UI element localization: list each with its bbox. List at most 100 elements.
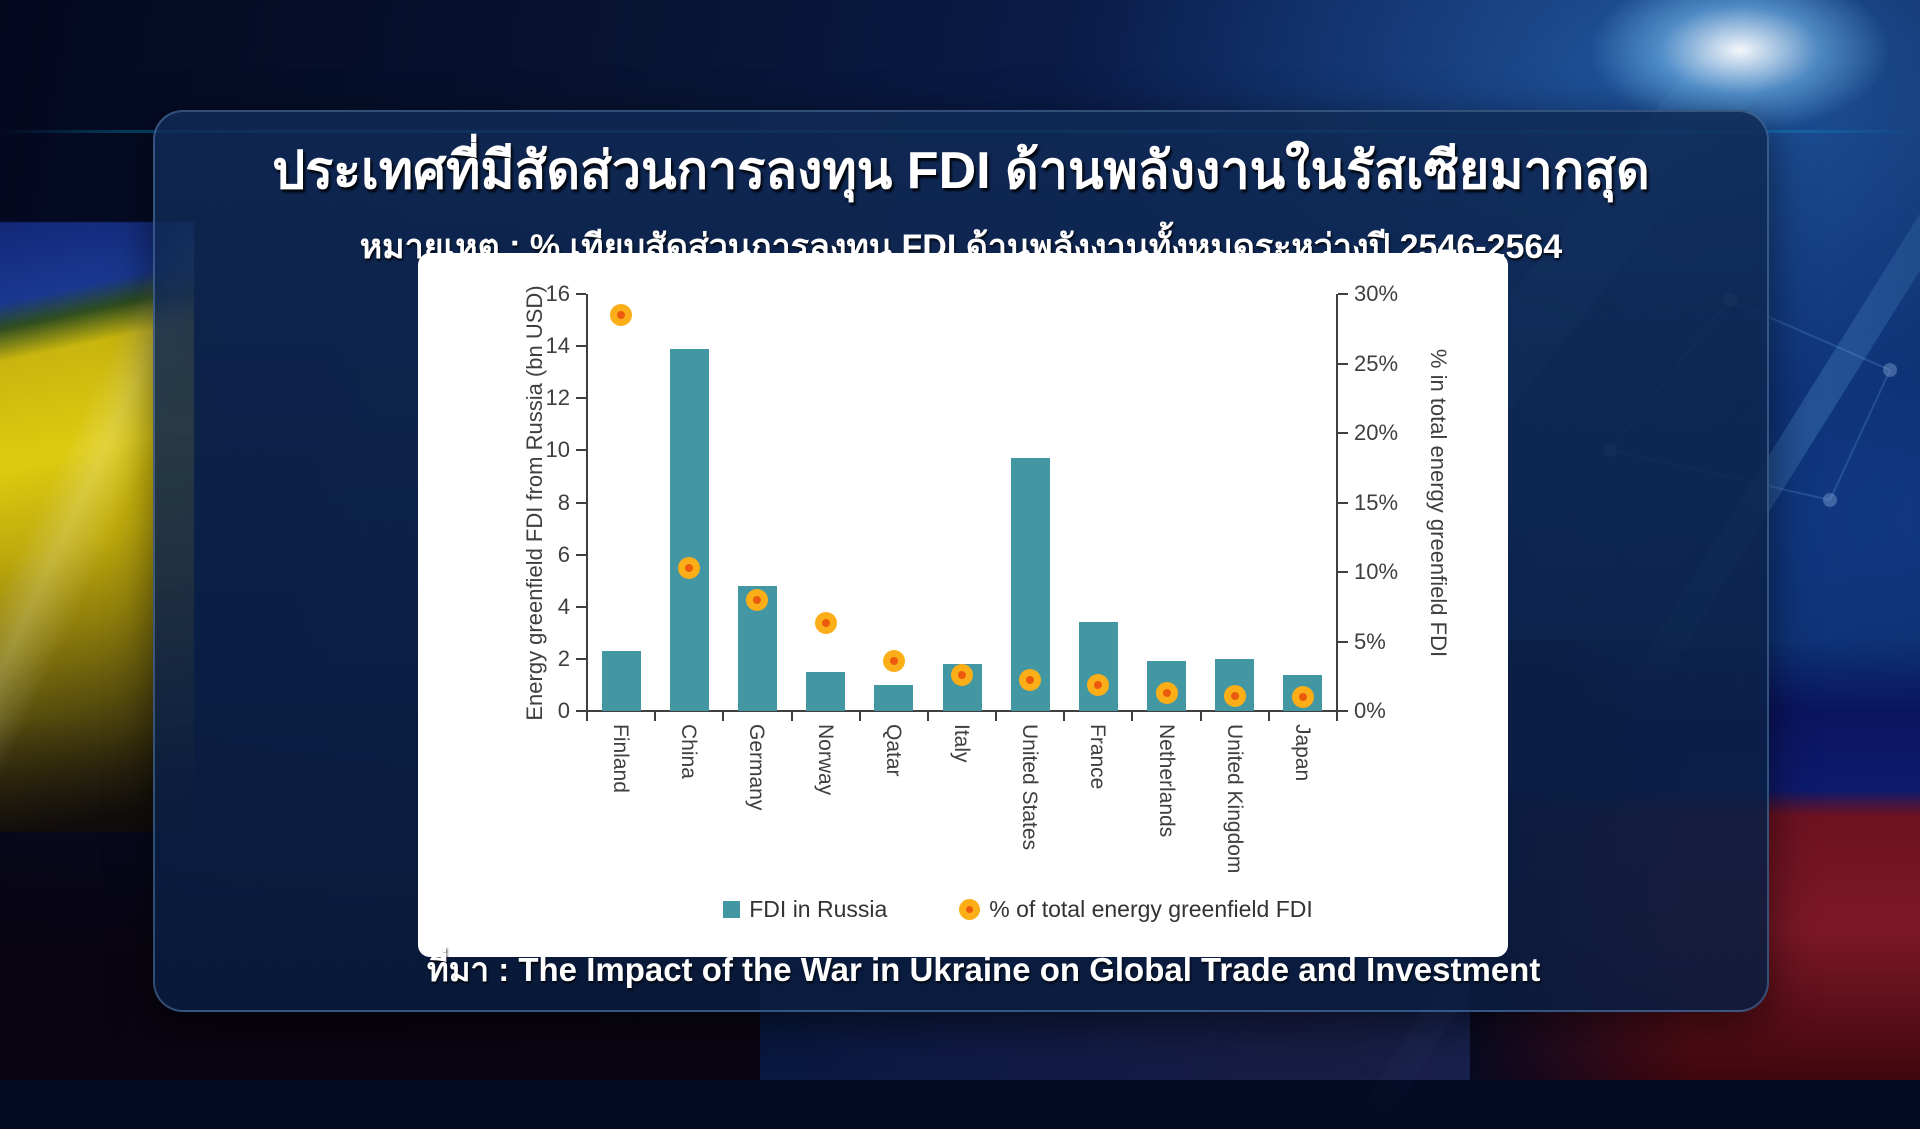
bar-united-states — [1010, 458, 1050, 711]
right-axis-tick — [1338, 571, 1348, 573]
right-axis-tick-label: 25% — [1354, 350, 1399, 376]
dot-center — [753, 595, 762, 604]
dot-qatar — [882, 649, 905, 672]
dot-center — [1298, 693, 1307, 702]
left-axis-line — [586, 294, 588, 711]
right-axis-tick — [1338, 432, 1348, 434]
dot-germany — [746, 588, 769, 611]
left-axis-tick-label: 14 — [545, 333, 570, 359]
right-axis-tick — [1338, 710, 1348, 712]
bar-finland — [601, 651, 641, 711]
legend-item-dot: % of total energy greenfield FDI — [959, 896, 1313, 923]
left-axis-tick — [576, 397, 586, 400]
bottom-axis-line — [586, 710, 1338, 712]
left-axis-tick — [576, 657, 586, 660]
dot-center — [1026, 676, 1035, 685]
left-axis-tick — [576, 293, 586, 295]
left-axis-tick — [576, 345, 586, 348]
legend-bar-swatch-icon — [723, 901, 741, 918]
right-axis-title: % in total energy greenfield FDI — [1426, 348, 1451, 658]
left-axis-tick — [576, 449, 586, 452]
left-axis-tick-label: 16 — [545, 281, 570, 306]
dot-united-kingdom — [1223, 684, 1246, 707]
right-axis-tick-label: 15% — [1354, 489, 1399, 515]
left-axis-tick-label: 0 — [557, 698, 570, 723]
category-label-china: China — [677, 724, 701, 779]
right-axis-tick — [1338, 293, 1348, 295]
bottom-axis-tick — [1199, 711, 1202, 721]
bar-france — [1078, 622, 1118, 711]
category-label-japan: Japan — [1290, 724, 1314, 782]
bottom-axis-tick — [1267, 711, 1270, 721]
legend-dot-swatch-icon — [959, 899, 981, 920]
left-axis-tick-label: 12 — [545, 385, 570, 411]
right-axis-tick-label: 10% — [1354, 559, 1399, 584]
category-label-united-states: United States — [1018, 724, 1042, 851]
dot-united-states — [1019, 669, 1042, 692]
main-panel: ประเทศที่มีสัดส่วนการลงทุน FDI ด้านพลังง… — [153, 110, 1769, 1012]
chart-plot: 0 2 4 6 8 10 12 14 16 0% 5% 10% 15% 20% 25% 30% Finland C… — [418, 253, 1508, 957]
left-axis-tick-label: 10 — [545, 437, 570, 463]
left-axis-tick-label: 2 — [557, 645, 570, 671]
dot-france — [1087, 673, 1110, 696]
left-axis-tick-label: 8 — [557, 489, 570, 515]
dot-center — [685, 563, 694, 572]
source-text: ที่มา : The Impact of the War in Ukraine… — [427, 951, 1541, 988]
left-axis-tick — [576, 710, 586, 712]
dot-center — [821, 619, 830, 628]
bottom-axis-tick — [1131, 711, 1134, 721]
category-label-norway: Norway — [813, 724, 837, 796]
category-label-finland: Finland — [609, 724, 633, 793]
dot-center — [1230, 691, 1239, 700]
category-label-qatar: Qatar — [881, 724, 905, 777]
dot-finland — [610, 303, 633, 326]
bottom-axis-tick — [790, 711, 793, 721]
bar-china — [669, 348, 709, 711]
bottom-axis-tick — [858, 711, 861, 721]
left-axis-tick — [576, 605, 586, 608]
right-axis-tick-label: 20% — [1354, 420, 1399, 445]
bottom-axis-tick — [1063, 711, 1066, 721]
left-axis-title: Energy greenfield FDI from Russia (bn US… — [522, 285, 547, 721]
dot-norway — [814, 612, 837, 635]
right-axis-line — [1336, 294, 1338, 711]
dot-netherlands — [1155, 681, 1178, 704]
bottom-axis-tick — [722, 711, 725, 721]
right-axis-tick — [1338, 362, 1348, 365]
dot-china — [678, 556, 701, 579]
category-label-france: France — [1086, 724, 1110, 790]
legend-bar-label: FDI in Russia — [749, 896, 888, 922]
chart-card: 0 2 4 6 8 10 12 14 16 0% 5% 10% 15% 20% 25% 30% Finland C… — [418, 253, 1508, 957]
legend: FDI in Russia % of total energy greenfie… — [473, 896, 1563, 923]
bottom-axis-tick — [926, 711, 929, 721]
dot-center — [1162, 688, 1171, 697]
category-label-germany: Germany — [745, 724, 769, 811]
right-axis-tick-label: 30% — [1354, 281, 1399, 306]
right-axis-tick — [1338, 501, 1348, 504]
category-label-italy: Italy — [950, 724, 973, 763]
right-axis-tick — [1338, 640, 1348, 643]
right-axis-tick-label: 0% — [1354, 698, 1386, 723]
legend-item-bar: FDI in Russia — [723, 896, 887, 923]
left-axis-tick — [576, 553, 586, 556]
bottom-axis-tick — [586, 711, 588, 721]
dot-center — [958, 670, 966, 679]
bottom-axis-tick — [654, 711, 657, 721]
left-axis-tick-label: 4 — [557, 593, 570, 619]
category-label-united-kingdom: United Kingdom — [1222, 724, 1246, 874]
left-axis-tick-label: 6 — [557, 541, 570, 567]
dot-japan — [1291, 686, 1314, 709]
bottom-axis-tick — [1336, 711, 1338, 721]
left-axis-tick — [576, 501, 586, 504]
dot-center — [617, 310, 626, 319]
bar-norway — [806, 671, 846, 711]
category-label-netherlands: Netherlands — [1154, 724, 1178, 838]
dot-center — [889, 656, 898, 665]
dot-italy — [951, 663, 973, 686]
right-axis-tick-label: 5% — [1354, 628, 1386, 654]
page-title: ประเทศที่มีสัดส่วนการลงทุน FDI ด้านพลังง… — [272, 142, 1650, 200]
legend-dot-label: % of total energy greenfield FDI — [989, 896, 1313, 922]
dot-center — [1094, 680, 1103, 689]
bar-qatar — [874, 684, 914, 711]
bottom-axis-tick — [995, 711, 998, 721]
